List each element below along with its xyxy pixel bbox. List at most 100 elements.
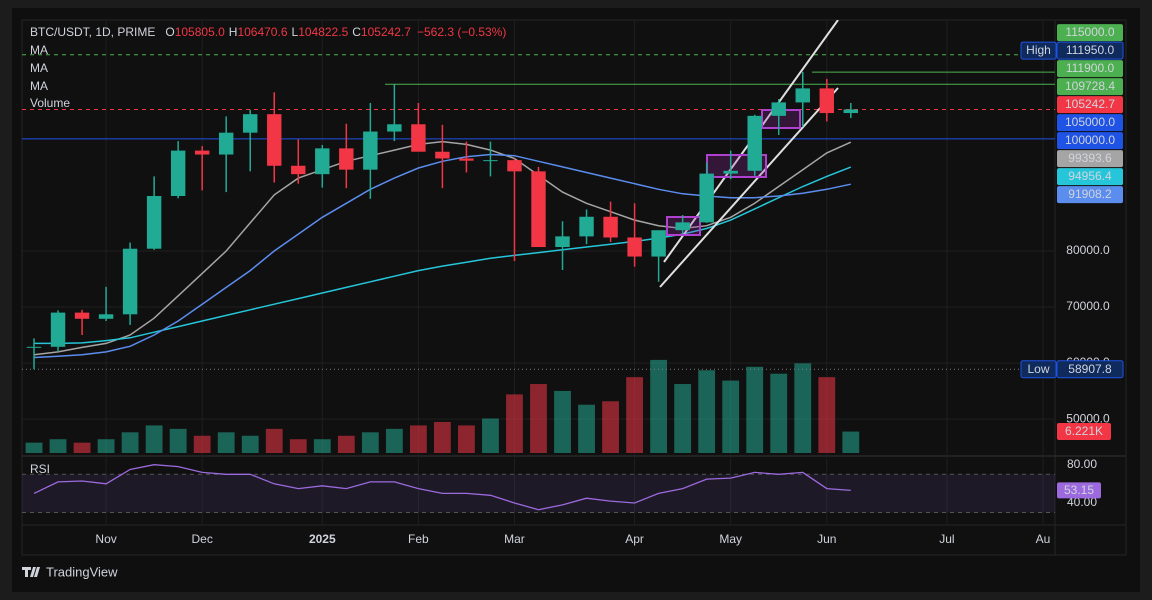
volume-bar [458, 425, 475, 453]
level-label: 115000.0 [1065, 25, 1114, 39]
levels [22, 54, 1055, 370]
candle-body [243, 114, 258, 133]
level-label: 105242.7 [1065, 97, 1115, 111]
candle-body [50, 312, 66, 347]
volume-bar [169, 428, 187, 453]
volume-pane [25, 359, 860, 453]
candle-body [74, 312, 90, 319]
legend-entry: MA [30, 61, 48, 75]
x-tick-label: Au [1036, 532, 1051, 546]
volume-bar [217, 432, 235, 453]
level-label-box [1057, 24, 1123, 42]
candle-body [339, 148, 354, 170]
volume-bar [650, 359, 668, 453]
candle-body [651, 230, 666, 257]
legend-entry: MA [30, 43, 48, 57]
x-tick-label: Dec [192, 532, 213, 546]
volume-bar [578, 404, 595, 453]
rsi-current-label: 53.15 [1064, 483, 1094, 497]
level-label: 100000.0 [1065, 133, 1115, 147]
candle-body [194, 150, 210, 155]
quote-value: 106470.6 [237, 25, 287, 39]
rsi-band [22, 474, 1055, 513]
volume-bar [265, 428, 283, 453]
candle-body [146, 196, 162, 249]
candle-body [218, 132, 234, 155]
volume-bar [409, 425, 427, 453]
volume-bar [313, 439, 331, 453]
x-tick-label: Jun [817, 532, 836, 546]
quote-value: 105805.0 [175, 25, 225, 39]
candle-body [122, 248, 138, 315]
candle-body [699, 173, 714, 223]
volume-bar [770, 373, 788, 453]
level-tag-box [1020, 41, 1057, 60]
brand-name: TradingView [46, 564, 118, 579]
volume-bar [385, 428, 403, 453]
volume-bar [842, 431, 860, 453]
quote-line: BTC/USDT, 1D, PRIME O105805.0 H106470.6 L10… [30, 25, 506, 39]
rsi-current-box [1057, 482, 1101, 499]
volume-bar [121, 432, 139, 453]
volume-bar [746, 366, 764, 453]
level-label: 91908.2 [1068, 187, 1112, 201]
volume-bar [794, 363, 812, 453]
level-label-box [1057, 168, 1123, 186]
x-tick-label: Mar [504, 532, 525, 546]
level-label: 105000.0 [1065, 115, 1115, 129]
legend: BTC/USDT, 1D, PRIME O105805.0 H106470.6 L10… [30, 25, 506, 476]
brand-logo [22, 567, 40, 577]
price-labels: 53.15 6.221K 115000.0 111950.0 High 111900.0 1… [1020, 24, 1124, 499]
candle-body [315, 148, 330, 175]
level-label: 58907.8 [1068, 362, 1112, 376]
level-label-box [1057, 60, 1123, 78]
quote-value: 105242.7 [361, 25, 411, 39]
quote-tag: O [165, 25, 174, 39]
level-label-box [1057, 186, 1123, 204]
rsi-pane [22, 464, 1055, 514]
volume-bar [241, 435, 259, 453]
symbol: BTC/USDT, 1D, PRIME [30, 25, 155, 39]
candle-body [507, 160, 522, 172]
volume-bar [433, 421, 451, 453]
level-label-box [1057, 114, 1123, 132]
quote-change: −562.3 (−0.53%) [417, 25, 506, 39]
y-tick-label: 50000.0 [1066, 411, 1110, 425]
y-tick-label: 70000.0 [1066, 299, 1110, 313]
x-tick-label: Apr [625, 532, 644, 546]
candle-body [627, 237, 642, 257]
level-label-box [1057, 132, 1123, 150]
volume-bar [97, 439, 115, 453]
legend-entry: Volume [30, 96, 70, 110]
candle-body [363, 131, 378, 170]
volume-bar [818, 377, 836, 453]
volume-bar [482, 418, 499, 453]
volume-bar [289, 439, 307, 453]
candle-body [267, 114, 282, 166]
level-label: 99393.6 [1068, 151, 1112, 165]
x-tick-label: Nov [95, 532, 116, 546]
candle-body [675, 222, 690, 231]
quote-tag: H [229, 25, 238, 39]
candle-body [459, 158, 474, 161]
candle-body [291, 165, 306, 175]
candle-body [435, 151, 450, 159]
x-tick-label: Jul [939, 532, 954, 546]
volume-bar [506, 394, 523, 453]
candle-body [531, 171, 546, 248]
level-label-box [1057, 150, 1123, 168]
volume-bar [49, 439, 67, 453]
volume-label-box [1057, 423, 1111, 441]
candle-body [723, 170, 738, 174]
legend-entry: RSI [30, 462, 50, 476]
candle-body [843, 109, 859, 114]
level-label-box [1057, 78, 1123, 96]
candle-body [387, 124, 402, 132]
candle-body [795, 88, 810, 103]
volume-bar [337, 435, 355, 453]
candle-body [747, 115, 762, 171]
level-tag: High [1026, 43, 1051, 57]
candle-body [26, 346, 42, 348]
volume-bar [698, 370, 716, 453]
volume-bar [361, 432, 379, 453]
